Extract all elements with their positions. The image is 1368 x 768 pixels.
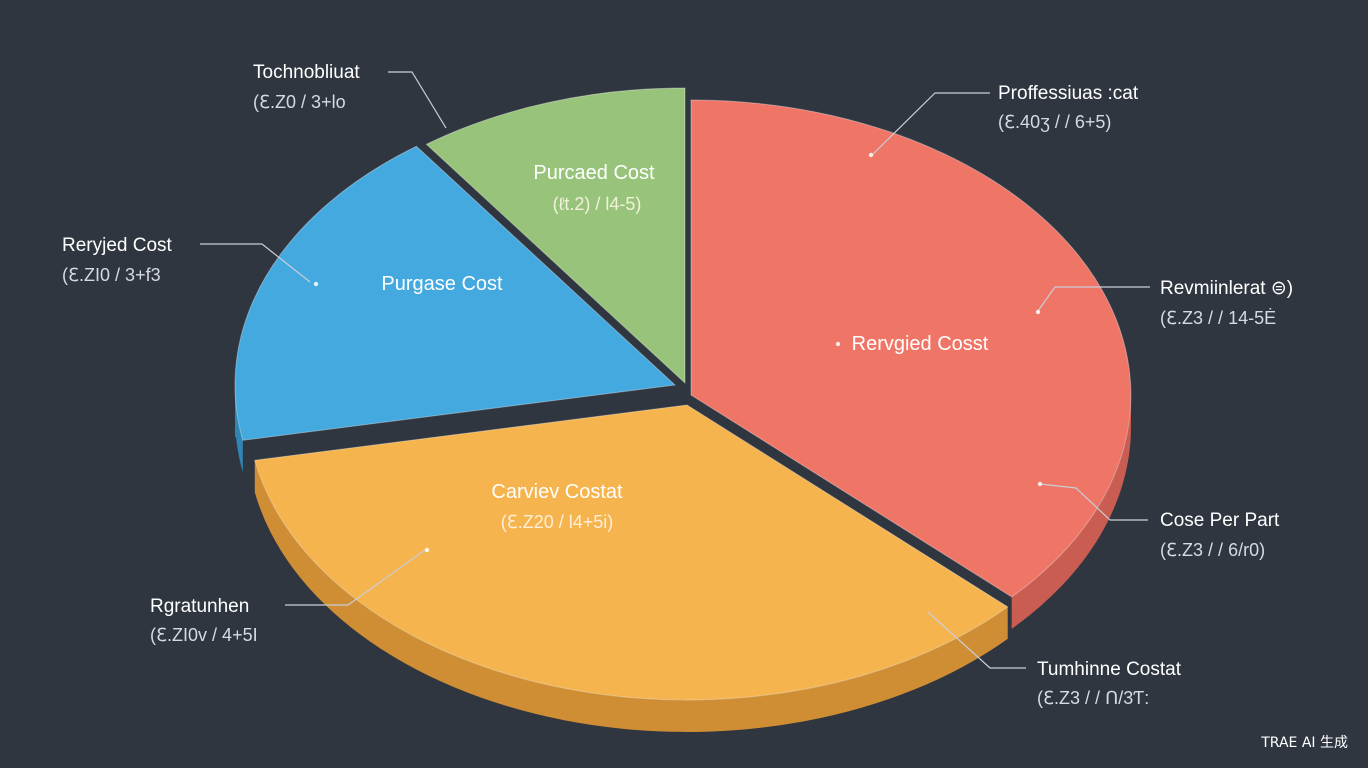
callout-name-5: Cose Per Part xyxy=(1160,510,1280,531)
callout-name-4: Revmiinlerat ⊜) xyxy=(1160,278,1293,299)
leader-line xyxy=(927,611,1026,669)
callout-value-3: (ℇ.40ʒ / / 6+5) xyxy=(998,112,1111,132)
leader-dot xyxy=(313,281,319,287)
slice-0 xyxy=(690,99,1132,598)
slice-value-1: (ℇ.Z20 / l4+5i) xyxy=(501,512,614,532)
slice-label-0: Rervgied Cosst xyxy=(852,333,989,355)
slice-label-2: Purgase Cost xyxy=(381,273,503,295)
leader-dot xyxy=(424,547,430,553)
slice-side-0 xyxy=(1011,395,1131,629)
leader-line xyxy=(388,71,447,129)
slice-label-3: Purcaed Cost xyxy=(533,162,655,184)
leader-dot xyxy=(1035,309,1041,315)
slice-2 xyxy=(234,145,677,441)
slice-label-1: Carviev Costat xyxy=(491,481,623,503)
leader-line xyxy=(1037,286,1150,312)
slice-3 xyxy=(425,87,686,385)
slice-value-3: (ℓt.2) / l4-5) xyxy=(553,194,642,214)
leader-dot xyxy=(835,341,841,347)
callout-name-0: Tochnobliuat xyxy=(253,62,360,83)
callout-name-1: Reryjed Cost xyxy=(62,235,173,256)
watermark: TRAE AI 生成 xyxy=(1261,735,1348,751)
leader-line xyxy=(1039,483,1148,521)
callouts: Tochnobliuat (ℇ.Z0 / 3+lo Reryjed Cost (… xyxy=(62,62,1293,708)
callout-value-6: (ℇ.Z3 / / Ո/3Ƭ: xyxy=(1037,688,1149,708)
callout-name-2: Rgratunhen xyxy=(150,596,249,617)
leader-line xyxy=(871,92,990,156)
slice-tops xyxy=(234,87,1132,701)
leader-dot xyxy=(868,152,874,158)
slice-side-1 xyxy=(254,460,1008,732)
callout-name-3: Proffessiuas :cat xyxy=(998,83,1139,104)
slice-1 xyxy=(254,404,1009,701)
callout-value-0: (ℇ.Z0 / 3+lo xyxy=(253,92,346,112)
leader-line xyxy=(200,243,311,283)
callout-value-4: (ℇ.Z3 / / 14-5Ė xyxy=(1160,308,1276,328)
leader-dot xyxy=(1037,481,1043,487)
callout-value-2: (ℇ.ZI0v / 4+5I xyxy=(150,625,258,645)
callout-value-5: (ℇ.Z3 / / 6/r0) xyxy=(1160,540,1265,560)
callout-name-6: Tumhinne Costat xyxy=(1037,659,1182,680)
callout-value-1: (ℇ.ZI0 / 3+f3 xyxy=(62,265,161,285)
leader-line xyxy=(285,549,426,606)
callout-leaders xyxy=(200,71,1150,669)
slice-labels: Rervgied Cosst Carviev Costat (ℇ.Z20 / l… xyxy=(381,162,988,532)
